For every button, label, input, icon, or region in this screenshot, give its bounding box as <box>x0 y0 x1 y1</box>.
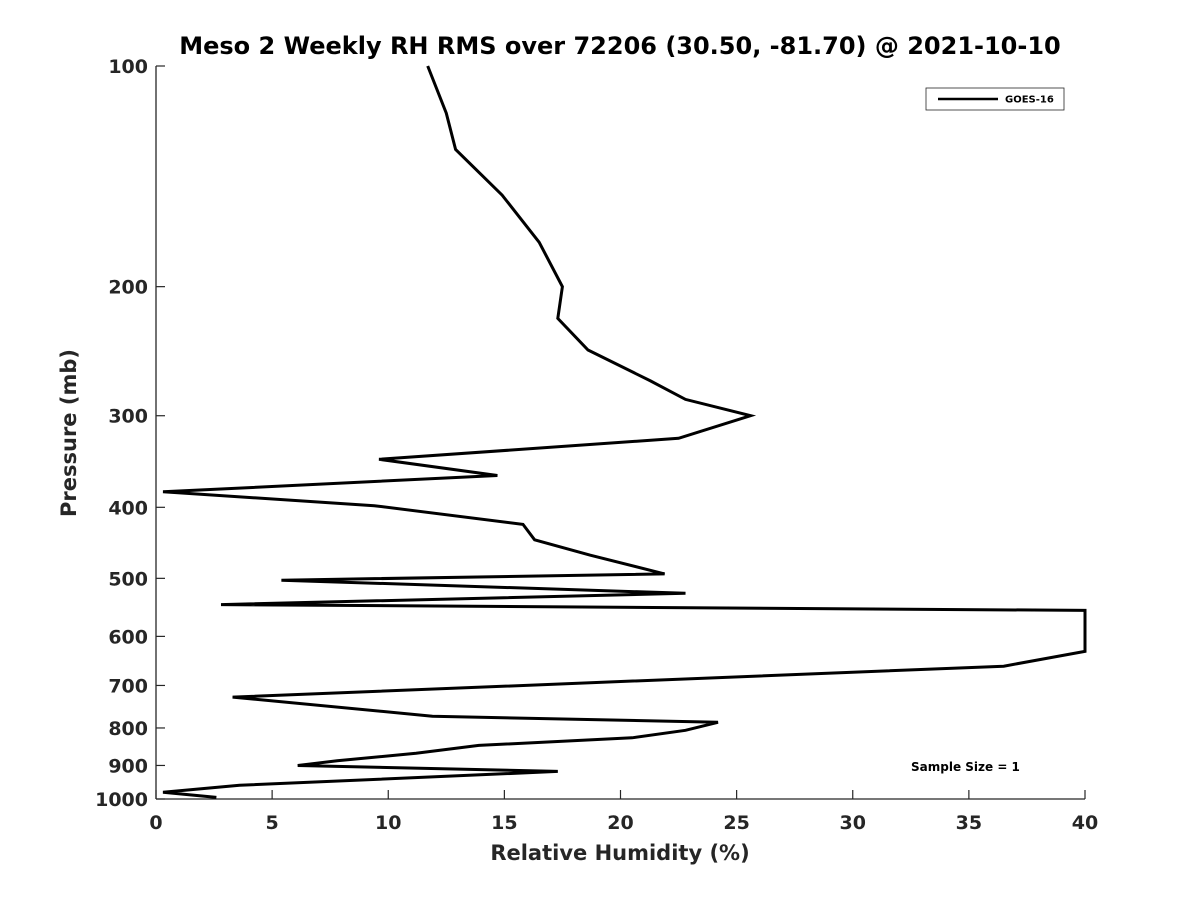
x-tick-label: 0 <box>149 812 162 834</box>
y-tick-label: 900 <box>108 755 148 777</box>
x-tick-label: 20 <box>607 812 633 834</box>
plot-area <box>155 66 1085 800</box>
x-tick-label: 30 <box>840 812 866 834</box>
x-tick-label: 15 <box>491 812 517 834</box>
x-tick-label: 35 <box>956 812 982 834</box>
y-axis-label: Pressure (mb) <box>57 349 81 517</box>
y-tick-label: 500 <box>108 568 148 590</box>
y-tick-label: 1000 <box>95 789 148 811</box>
x-tick-label: 40 <box>1072 812 1098 834</box>
y-tick-label: 300 <box>108 406 148 428</box>
chart-title: Meso 2 Weekly RH RMS over 72206 (30.50, … <box>179 32 1061 60</box>
legend-entry-goes-16: GOES-16 <box>1005 95 1054 106</box>
x-tick-label: 25 <box>723 812 749 834</box>
y-tick-label: 400 <box>108 497 148 519</box>
y-tick-label: 800 <box>108 718 148 740</box>
series-line-goes-16 <box>162 65 1087 799</box>
legend: GOES-16 <box>925 87 1065 111</box>
y-tick-label: 100 <box>108 56 148 78</box>
x-tick-label: 5 <box>266 812 279 834</box>
x-ticks: 0 5 10 15 20 25 30 35 40 <box>149 790 1098 834</box>
x-axis-label: Relative Humidity (%) <box>490 841 749 865</box>
sample-size-annotation: Sample Size = 1 <box>911 760 1020 774</box>
x-tick-label: 10 <box>375 812 401 834</box>
y-ticks: 100 200 300 400 500 600 700 800 900 1000 <box>95 56 165 811</box>
series-layer <box>162 65 1087 799</box>
y-tick-label: 200 <box>108 277 148 299</box>
y-tick-label: 600 <box>108 626 148 648</box>
y-tick-label: 700 <box>108 675 148 697</box>
